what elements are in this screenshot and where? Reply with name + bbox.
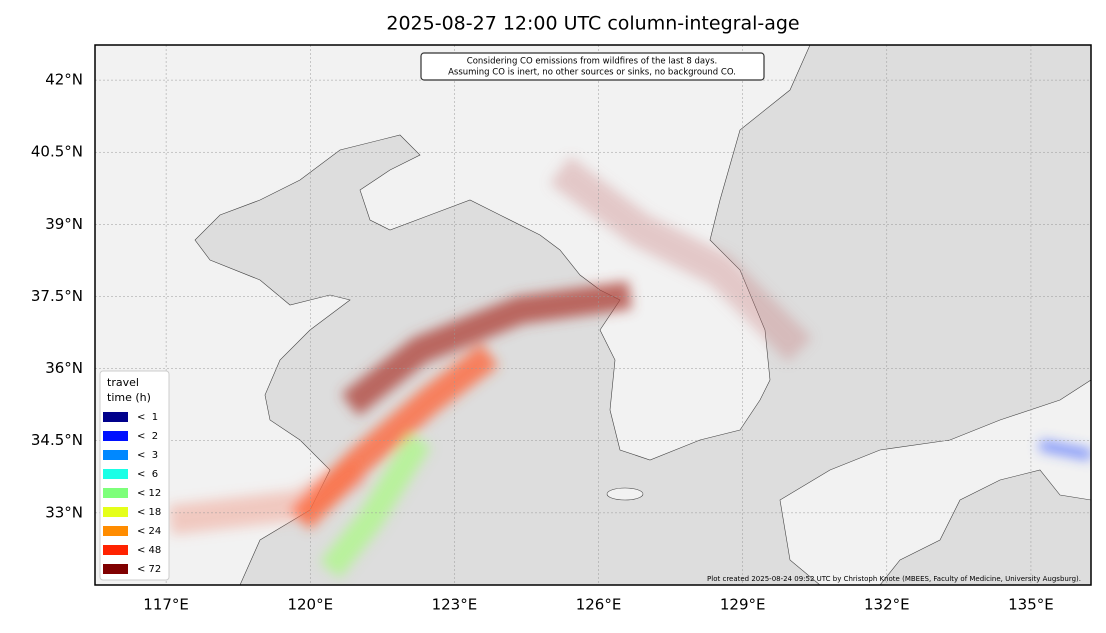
land-japan — [779, 379, 1091, 585]
annotation-line: Considering CO emissions from wildfires … — [467, 57, 717, 67]
x-tick-label: 123°E — [432, 596, 478, 614]
annotation-box — [420, 52, 765, 81]
y-tick-label: 33°N — [45, 503, 83, 521]
y-tick-label: 37.5°N — [31, 287, 83, 305]
legend-swatch — [103, 507, 128, 517]
legend-swatch — [103, 431, 128, 441]
annotation-line: Assuming CO is inert, no other sources o… — [448, 68, 736, 78]
credit: Plot created 2025-08-24 09:52 UTC by Chr… — [707, 575, 1081, 583]
x-tick-label: 132°E — [864, 596, 910, 614]
legend-title: time (h) — [107, 391, 151, 404]
y-tick-label: 40.5°N — [31, 143, 83, 161]
legend-swatch — [103, 564, 128, 574]
x-tick-label: 135°E — [1008, 596, 1054, 614]
x-tick-label: 120°E — [287, 596, 333, 614]
legend-label: < 1 — [137, 412, 158, 423]
plume — [168, 156, 1091, 579]
legend-label: < 18 — [137, 507, 161, 518]
map-frame — [94, 44, 1092, 586]
x-tick-label: 129°E — [720, 596, 766, 614]
legend-swatch — [103, 469, 128, 479]
legend-label: < 3 — [137, 450, 158, 461]
legend-label: < 6 — [137, 469, 158, 480]
map-area — [95, 45, 1091, 585]
legend-label: < 24 — [137, 526, 161, 537]
legend-swatch — [103, 526, 128, 536]
y-tick-label: 36°N — [45, 359, 83, 377]
y-tick-label: 42°N — [45, 71, 83, 89]
x-tick-label: 117°E — [143, 596, 189, 614]
y-tick-label: 39°N — [45, 215, 83, 233]
legend-label: < 48 — [137, 545, 161, 556]
y-tick-label: 34.5°N — [31, 431, 83, 449]
land-mainland — [95, 45, 811, 585]
legend-label: < 2 — [137, 431, 158, 442]
island — [606, 487, 644, 501]
x-tick-label: 126°E — [576, 596, 622, 614]
legend-swatch — [103, 488, 128, 498]
legend-swatch — [103, 450, 128, 460]
map-title: 2025-08-27 12:00 UTC column-integral-age — [386, 13, 799, 35]
legend-label: < 12 — [137, 488, 161, 499]
legend-label: < 72 — [137, 564, 161, 575]
legend-swatch — [103, 412, 128, 422]
legend-title: travel — [107, 376, 139, 389]
legend-swatch — [103, 545, 128, 555]
